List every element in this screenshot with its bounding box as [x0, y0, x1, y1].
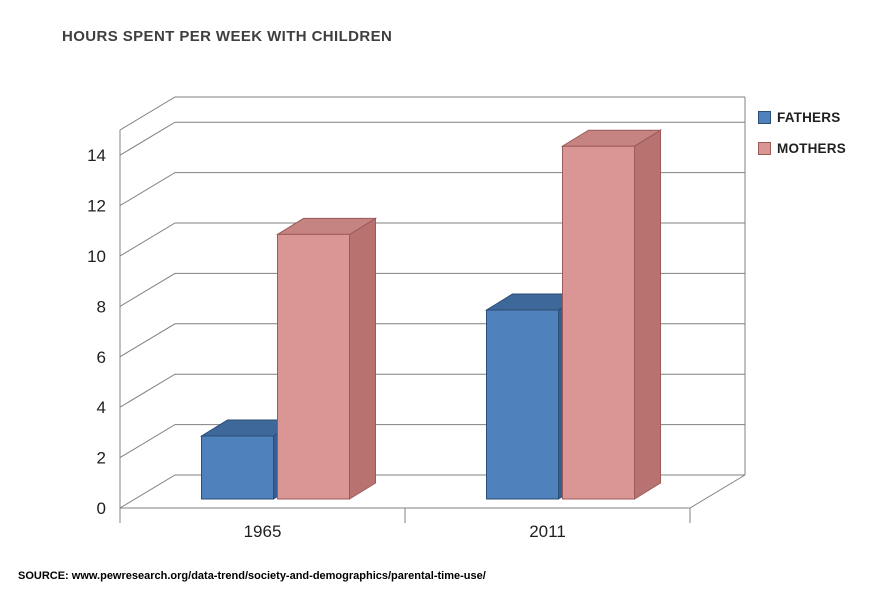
y-tick-label: 10 [87, 247, 106, 266]
gridline [119, 121, 745, 156]
y-tick-label: 8 [97, 297, 106, 316]
chart-legend: FATHERS MOTHERS [758, 110, 846, 172]
bar-mothers-2011 [562, 145, 635, 500]
bar-mothers-1965-side [349, 217, 376, 500]
chart-title: HOURS SPENT PER WEEK WITH CHILDREN [62, 28, 393, 45]
gridline [119, 172, 745, 207]
y-tick-label: 0 [97, 499, 106, 518]
bar-fathers-1965 [201, 435, 274, 500]
legend-label-fathers: FATHERS [777, 110, 841, 125]
source-text: SOURCE: www.pewresearch.org/data-trend/s… [18, 570, 486, 582]
bar-fathers-2011 [486, 309, 559, 500]
mothers-color-swatch-icon [758, 142, 771, 155]
fathers-color-swatch-icon [758, 111, 771, 124]
y-tick-label: 6 [97, 348, 106, 367]
legend-item-mothers: MOTHERS [758, 141, 846, 156]
y-tick-label: 14 [87, 146, 106, 165]
gridline [119, 272, 745, 307]
bar-mothers-2011-side [634, 129, 661, 500]
y-tick-label: 2 [97, 449, 106, 468]
x-category-label: 2011 [529, 522, 566, 541]
legend-label-mothers: MOTHERS [777, 141, 846, 156]
legend-item-fathers: FATHERS [758, 110, 846, 125]
gridline [119, 222, 745, 257]
y-tick-label: 4 [97, 398, 106, 417]
wall-top-edge [119, 96, 745, 131]
y-tick-label: 12 [87, 197, 106, 216]
x-category-label: 1965 [244, 522, 282, 541]
bar-mothers-1965 [277, 233, 350, 500]
